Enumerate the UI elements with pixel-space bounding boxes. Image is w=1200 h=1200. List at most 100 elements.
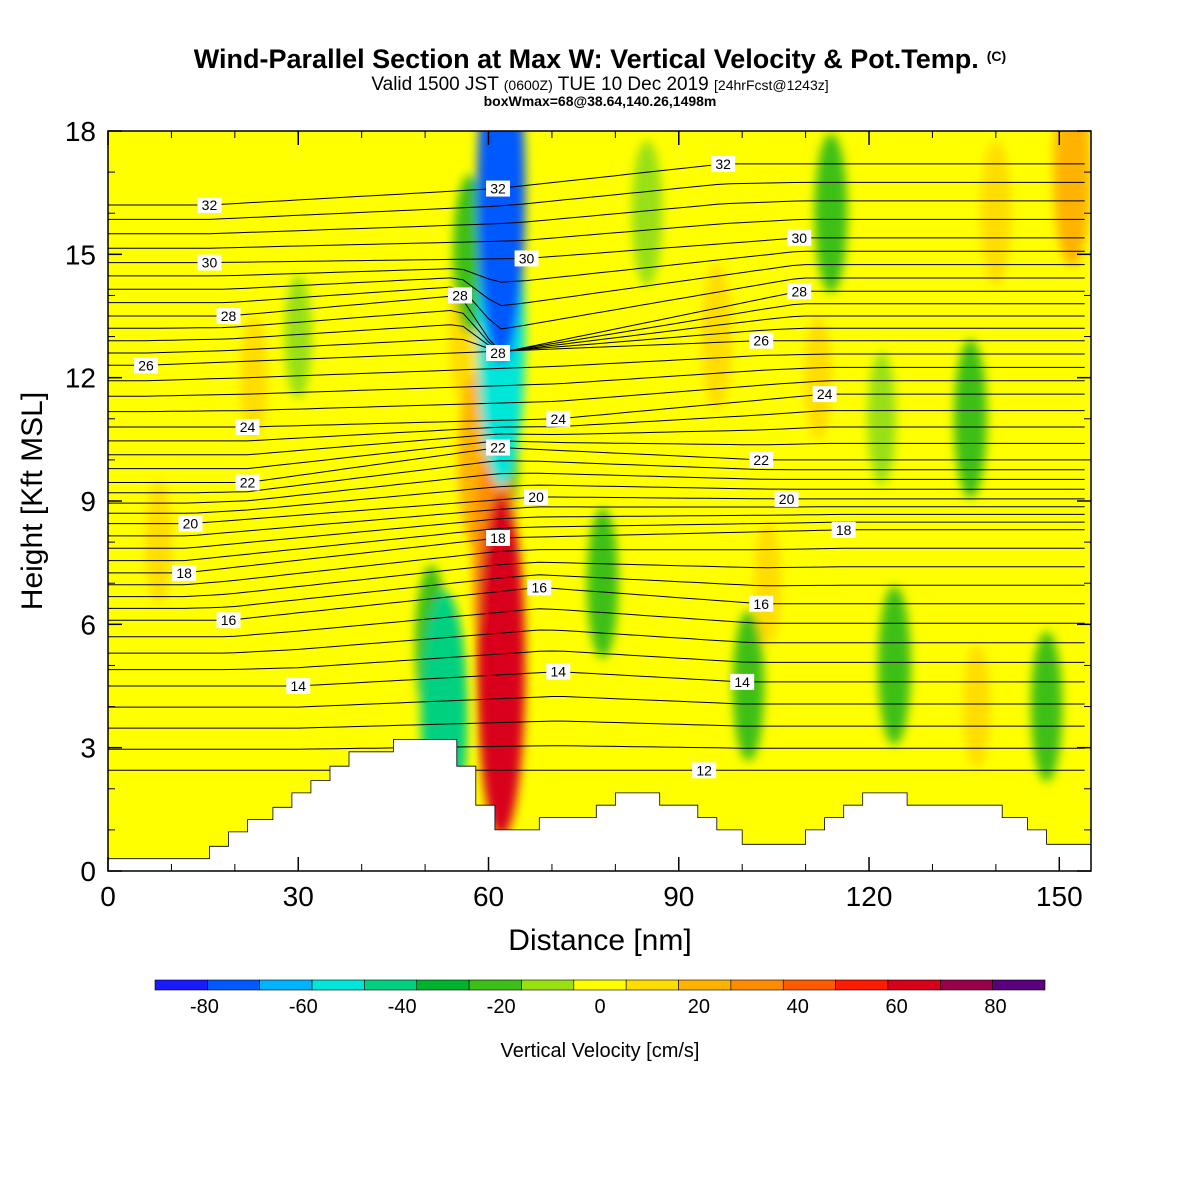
colorbar-swatch [573, 979, 627, 991]
colorbar-tick-label: -60 [289, 996, 318, 1018]
theta-label-text: 18 [836, 522, 852, 538]
colorbar-swatch [259, 979, 313, 991]
theta-isoline [108, 521, 1085, 562]
theta-label: 22 [486, 439, 511, 456]
y-tick-label: 3 [80, 733, 96, 764]
colorbar-swatch [207, 979, 261, 991]
theta-label: 20 [774, 490, 799, 507]
theta-isoline [108, 513, 1085, 549]
y-tick-label: 9 [80, 486, 96, 517]
y-tick-label: 15 [65, 239, 96, 270]
valid-time-line: Valid 1500 JST (0600Z) TUE 10 Dec 2019 [… [0, 74, 1200, 96]
theta-label-bg [216, 612, 241, 629]
theta-isoline [108, 447, 1085, 483]
theta-isoline [108, 561, 1085, 598]
theta-label-bg [812, 386, 837, 403]
theta-label: 28 [447, 287, 472, 304]
theta-isoline [108, 460, 1085, 494]
valid-date: TUE 10 Dec 2019 [557, 74, 709, 95]
theta-label-bg [749, 451, 774, 468]
theta-label: 30 [787, 229, 812, 246]
velocity-cell [814, 133, 848, 293]
theta-label-bg [172, 564, 197, 581]
theta-label-text: 14 [734, 674, 750, 690]
theta-isoline [108, 426, 1085, 456]
theta-label: 32 [486, 180, 511, 197]
theta-label-text: 30 [791, 230, 807, 246]
velocity-cell [963, 644, 991, 769]
colorbar-swatch [835, 979, 889, 991]
theta-isoline [108, 484, 1085, 514]
colorbar-swatch [625, 979, 679, 991]
theta-label-text: 12 [696, 762, 712, 778]
theta-label-text: 32 [490, 181, 506, 197]
theta-isoline [108, 650, 1085, 671]
theta-label-bg [486, 439, 511, 456]
velocity-cell [867, 352, 896, 486]
theta-label-text: 14 [550, 664, 566, 680]
colorbar-swatch [154, 979, 208, 991]
theta-label-bg [749, 332, 774, 349]
theta-label-text: 28 [452, 287, 468, 303]
theta-label: 28 [216, 308, 241, 324]
theta-label-text: 28 [221, 308, 237, 324]
theta-label: 24 [812, 386, 837, 403]
x-tick-label: 0 [100, 881, 116, 912]
theta-isoline [108, 529, 1085, 574]
theta-isoline [108, 410, 1085, 442]
theta-label-text: 24 [240, 419, 256, 435]
theta-isoline [108, 629, 1085, 654]
colorbar-tick-label: -40 [388, 996, 417, 1018]
theta-isoline [108, 237, 1085, 264]
theta-isoline [108, 303, 1085, 353]
theta-label-text: 16 [531, 579, 547, 595]
colorbar-title: Vertical Velocity [cm/s] [501, 1040, 700, 1062]
title-mark: (C) [986, 48, 1007, 64]
x-tick-label: 30 [283, 881, 314, 912]
y-tick-label: 0 [80, 856, 96, 887]
theta-isoline [108, 290, 1085, 353]
theta-label: 14 [546, 663, 571, 680]
theta-labels: 32 30 28 26 24 22 20 18 16 14 32 30 28 28 24 22 20 18 16 14… [134, 155, 856, 779]
theta-label-bg [730, 673, 755, 690]
theta-label: 14 [286, 678, 311, 694]
velocity-cell [954, 339, 987, 499]
theta-isoline [108, 340, 1085, 366]
velocity-cell [804, 315, 832, 440]
colorbar-swatch [678, 979, 732, 991]
theta-isoline [108, 200, 1085, 235]
theta-label-text: 16 [221, 612, 237, 628]
valid-utc: (0600Z) [503, 77, 553, 93]
theta-label: 14 [730, 673, 755, 690]
theta-label-bg [235, 419, 260, 435]
theta-label-bg [235, 474, 260, 491]
theta-label-text: 16 [753, 596, 769, 612]
velocity-cell [284, 274, 312, 399]
theta-label-text: 24 [817, 386, 833, 402]
theta-label: 20 [178, 515, 203, 532]
theta-label: 24 [235, 419, 260, 435]
theta-label-bg [831, 521, 856, 538]
colorbar-swatch [311, 979, 365, 991]
theta-label-text: 32 [202, 197, 218, 213]
theta-label-bg [546, 410, 571, 427]
theta-label: 16 [749, 595, 774, 612]
axes: 0 30 60 90 120 150 0 3 6 9 12 15 18 [65, 116, 1091, 912]
theta-isoline [108, 745, 1085, 750]
theta-label: 16 [216, 612, 241, 629]
theta-label-text: 24 [550, 411, 566, 427]
theta-isoline [108, 277, 1085, 330]
theta-label: 22 [235, 474, 260, 491]
theta-label-text: 22 [753, 452, 769, 468]
colorbar-swatch [887, 979, 941, 991]
theta-isoline [108, 547, 1085, 586]
theta-isoline [108, 353, 1085, 382]
theta-label: 26 [134, 357, 159, 374]
theta-isoline [108, 696, 1085, 708]
theta-isoline [108, 506, 1085, 537]
theta-isoline [108, 218, 1085, 249]
valid-prefix: Valid 1500 JST [371, 74, 499, 95]
theta-label: 18 [486, 530, 511, 546]
theta-label-text: 18 [490, 530, 506, 546]
theta-isoline [108, 472, 1085, 504]
